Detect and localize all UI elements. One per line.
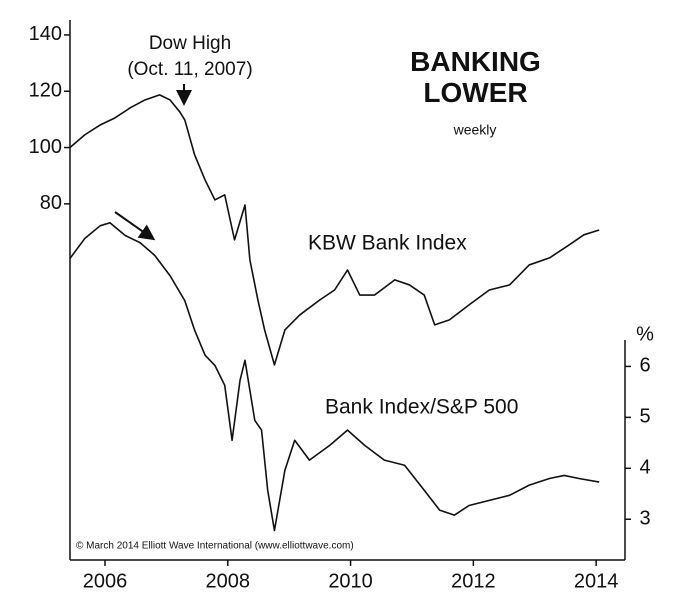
y-tick-label: 120: [29, 80, 62, 102]
series-label: Bank Index/S&P 500: [325, 396, 518, 419]
credit: © March 2014 Elliott Wave International …: [76, 541, 354, 552]
y2-tick-label: 4: [639, 457, 650, 479]
y2-tick-label: 5: [639, 406, 650, 428]
x-tick-label: 2010: [328, 570, 373, 592]
x-tick-label: 2012: [451, 570, 496, 592]
series-line: [69, 221, 600, 532]
y2-tick-label: 3: [639, 508, 650, 530]
series-line: [69, 94, 600, 366]
y-tick-label: 80: [40, 192, 62, 214]
y-tick-label: 100: [29, 136, 62, 158]
annotation: Dow High: [149, 33, 231, 54]
annotation: (Oct. 11, 2007): [127, 59, 252, 80]
arrow: [114, 211, 156, 241]
chart-title: BANKING LOWER: [410, 46, 541, 108]
y2-label: %: [636, 323, 654, 345]
y-tick-label: 140: [29, 23, 62, 45]
subtitle: weekly: [453, 122, 497, 138]
y2-tick-label: 6: [639, 355, 650, 377]
series-label: KBW Bank Index: [308, 232, 467, 255]
x-tick-label: 2006: [83, 570, 128, 592]
x-tick-label: 2008: [206, 570, 251, 592]
x-tick-label: 2014: [574, 570, 619, 592]
